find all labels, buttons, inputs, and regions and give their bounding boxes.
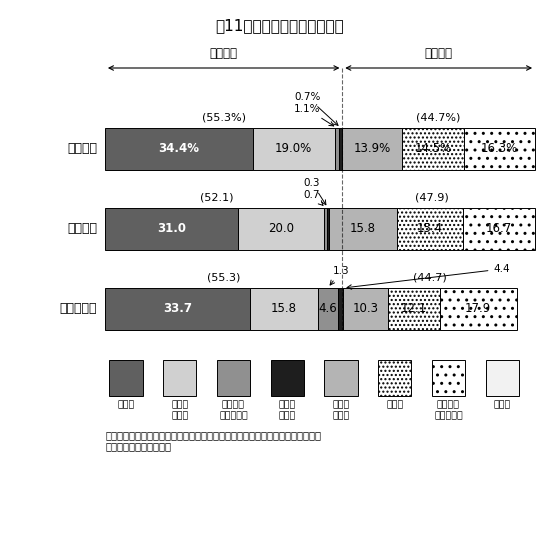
Text: 支出金: 支出金 xyxy=(332,411,349,420)
Text: 15.8: 15.8 xyxy=(349,223,376,235)
Text: (52.1): (52.1) xyxy=(200,192,234,202)
Text: 14.5%: 14.5% xyxy=(414,143,452,155)
Text: 地方議: 地方議 xyxy=(278,400,296,409)
Text: 与税等: 与税等 xyxy=(278,411,296,420)
Text: 一般財源: 一般財源 xyxy=(209,47,237,60)
Bar xyxy=(338,288,343,330)
Text: 31.0: 31.0 xyxy=(157,223,186,235)
Text: 市　町　村: 市 町 村 xyxy=(59,302,97,315)
Text: 19.0%: 19.0% xyxy=(275,143,312,155)
Bar xyxy=(105,208,239,250)
Text: (44.7%): (44.7%) xyxy=(416,112,461,122)
Text: 交付税: 交付税 xyxy=(171,411,188,420)
Text: (55.3): (55.3) xyxy=(207,272,241,282)
Text: 国　庫: 国 庫 xyxy=(332,400,349,409)
Bar xyxy=(318,288,338,330)
Text: (44.7): (44.7) xyxy=(413,272,447,282)
Text: 都道府県: 都道府県 xyxy=(67,223,97,235)
Bar xyxy=(105,128,253,170)
Bar xyxy=(105,288,250,330)
Bar xyxy=(343,288,388,330)
Text: その他: その他 xyxy=(493,400,511,409)
Bar xyxy=(250,288,318,330)
Bar xyxy=(335,128,339,170)
Text: 地　方: 地 方 xyxy=(171,400,188,409)
Text: 1.1%: 1.1% xyxy=(294,104,334,126)
Bar xyxy=(432,360,465,396)
Bar xyxy=(270,360,304,396)
Text: 12.1: 12.1 xyxy=(400,302,427,315)
Text: 0.7: 0.7 xyxy=(304,190,323,205)
Bar xyxy=(402,128,464,170)
Text: 34.4%: 34.4% xyxy=(158,143,199,155)
Bar xyxy=(463,208,535,250)
Bar xyxy=(396,208,463,250)
Text: 支　出　金: 支 出 金 xyxy=(434,411,463,420)
Bar xyxy=(464,128,535,170)
Text: 20.0: 20.0 xyxy=(268,223,295,235)
Bar xyxy=(486,360,519,396)
Text: 16.3%: 16.3% xyxy=(481,143,518,155)
Text: 地方税: 地方税 xyxy=(118,400,134,409)
Bar xyxy=(339,128,342,170)
Text: 17.9: 17.9 xyxy=(465,302,491,315)
Text: 0.3: 0.3 xyxy=(304,178,326,205)
Bar xyxy=(239,208,324,250)
Bar xyxy=(327,208,329,250)
Text: 地方債: 地方債 xyxy=(386,400,403,409)
Bar xyxy=(440,288,516,330)
Text: 4.4: 4.4 xyxy=(347,264,510,289)
Bar xyxy=(329,208,396,250)
Text: 15.4: 15.4 xyxy=(417,223,443,235)
Bar xyxy=(342,128,402,170)
Text: 15.8: 15.8 xyxy=(271,302,297,315)
Text: 4.6: 4.6 xyxy=(319,302,337,315)
Text: 0.7%: 0.7% xyxy=(294,92,338,125)
Bar xyxy=(324,208,327,250)
Text: 特定財源: 特定財源 xyxy=(424,47,452,60)
Text: 交　付　金: 交 付 金 xyxy=(219,411,248,420)
Text: （注）国庫支出金には、交通安全対策特別交付金及び国有提供施設等所在市町村
　　助成交付金を含む。: （注）国庫支出金には、交通安全対策特別交付金及び国有提供施設等所在市町村 助成交… xyxy=(105,430,321,452)
Bar xyxy=(253,128,335,170)
Text: 10.3: 10.3 xyxy=(352,302,379,315)
Text: 都道府県: 都道府県 xyxy=(437,400,460,409)
Text: (47.9): (47.9) xyxy=(415,192,449,202)
Bar xyxy=(109,360,143,396)
Bar xyxy=(388,288,440,330)
Text: 33.7: 33.7 xyxy=(163,302,192,315)
Bar xyxy=(378,360,412,396)
Text: (55.3%): (55.3%) xyxy=(202,112,246,122)
Bar xyxy=(324,360,358,396)
Text: 第11図　歳入決算額の構成比: 第11図 歳入決算額の構成比 xyxy=(216,18,344,33)
Bar xyxy=(163,360,197,396)
Text: 純　　計: 純 計 xyxy=(67,143,97,155)
Text: 16.7: 16.7 xyxy=(486,223,512,235)
Bar xyxy=(217,360,250,396)
Text: 地方特例: 地方特例 xyxy=(222,400,245,409)
Text: 13.9%: 13.9% xyxy=(353,143,391,155)
Text: 1.3: 1.3 xyxy=(330,266,349,285)
